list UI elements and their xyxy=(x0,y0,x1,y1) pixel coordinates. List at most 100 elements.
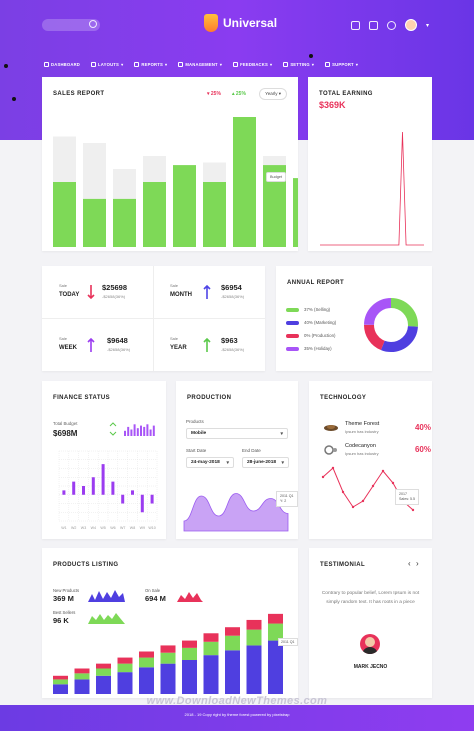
end-date-select[interactable]: 28-june-2018 xyxy=(242,457,289,468)
bar xyxy=(91,477,95,495)
arrow-up-icon xyxy=(203,337,211,352)
annual-report-card: ANNUAL REPORT 37% (Selling) 40% (Marketi… xyxy=(276,266,432,371)
nav-layouts[interactable]: LAYOUTS ▾ xyxy=(91,61,123,67)
earning-line-chart xyxy=(320,131,424,246)
gear-icon xyxy=(283,61,289,67)
line-point xyxy=(351,505,355,509)
technology-line-chart xyxy=(321,466,415,512)
stacked-bar xyxy=(225,650,240,694)
legend-swatch xyxy=(286,307,299,312)
end-date-label: End Date xyxy=(242,448,261,453)
stacked-bar xyxy=(246,619,262,630)
mini-bar xyxy=(152,425,155,436)
stacked-bar xyxy=(53,675,68,680)
tick-label: W4 xyxy=(91,526,96,530)
chart-tooltip: 2017 Sales: 5.5 xyxy=(395,489,419,505)
stacked-bar xyxy=(268,623,283,641)
chart-tooltip: 2011 Q1 Y: 2 xyxy=(276,491,298,507)
stacked-bar xyxy=(225,627,240,636)
feedbacks-icon xyxy=(233,61,239,67)
tech-item-codecanyon[interactable]: Codecanyon Ipsum has industry 60% xyxy=(323,443,433,465)
new-products-value: 369 M xyxy=(53,594,74,603)
prev-button[interactable]: ‹ xyxy=(408,559,411,568)
stacked-bar xyxy=(160,645,176,653)
card-title: PRODUCTION xyxy=(187,395,232,401)
management-icon xyxy=(178,61,184,67)
stacked-bar xyxy=(203,655,219,694)
logo-icon xyxy=(204,14,218,32)
stacked-bar xyxy=(246,645,262,694)
legend-item: 35% (Holiday) xyxy=(286,346,332,351)
stacked-bar xyxy=(74,679,90,694)
bar xyxy=(140,494,144,513)
earning-value: $369K xyxy=(319,100,346,110)
bar xyxy=(233,117,256,247)
search-input[interactable] xyxy=(42,19,100,31)
tick-label: W2 xyxy=(71,526,76,530)
avatar[interactable] xyxy=(404,19,417,31)
stacked-bar xyxy=(160,652,176,664)
stacked-bar xyxy=(182,640,197,648)
divider xyxy=(42,318,265,319)
bar xyxy=(83,198,106,247)
arrow-up-icon xyxy=(203,284,211,299)
area-series xyxy=(183,493,289,532)
chevron-down-icon[interactable]: ▾ xyxy=(425,22,429,29)
products-listing-card: PRODUCTS LISTING New Products 369 M On S… xyxy=(42,548,298,698)
bar xyxy=(101,464,105,495)
stacked-bar xyxy=(74,668,90,674)
tick-label: W7 xyxy=(120,526,125,530)
sales-stats-card: Sale TODAY $25698 -$2658(36%) Sale MONTH… xyxy=(42,266,265,371)
search-icon[interactable] xyxy=(89,20,97,28)
avatar-face xyxy=(365,637,375,647)
sales-bar-chart xyxy=(53,117,298,247)
finance-mini-bars xyxy=(124,424,155,436)
period-select[interactable]: Yearly ▾ xyxy=(259,88,287,100)
stacked-bar xyxy=(203,633,219,642)
legend-swatch xyxy=(286,333,299,338)
stacked-bar xyxy=(139,657,154,668)
card-title: SALES REPORT xyxy=(53,91,105,97)
chart-tooltip: Budget xyxy=(266,172,287,182)
nav-reports[interactable]: REPORTS ▾ xyxy=(134,61,167,67)
bar xyxy=(150,494,154,504)
fullscreen-icon[interactable] xyxy=(350,20,360,30)
nav-dashboard[interactable]: DASHBOARD xyxy=(44,61,80,67)
donut-slice xyxy=(364,298,418,352)
best-sellers-label: Best Sellers xyxy=(53,610,76,615)
support-icon xyxy=(325,61,331,67)
stat-today: Sale TODAY $25698 -$2658(36%) xyxy=(59,283,128,300)
bar xyxy=(111,481,115,495)
dashboard-icon xyxy=(44,61,49,67)
product-sparklines xyxy=(88,590,203,624)
nav-support[interactable]: SUPPORT ▾ xyxy=(325,61,358,67)
next-button[interactable]: › xyxy=(416,559,419,568)
brand-name: Universal xyxy=(223,16,278,30)
mini-bar xyxy=(127,426,130,436)
stacked-bar xyxy=(53,679,68,685)
avatar-body xyxy=(362,647,378,654)
products-select[interactable]: Mobile xyxy=(186,428,288,439)
nav-setting[interactable]: SETTING ▾ xyxy=(283,61,314,67)
stat-month: Sale MONTH $6954 -$2658(36%) xyxy=(170,283,245,299)
line-point xyxy=(341,490,345,494)
mini-bar xyxy=(143,426,146,436)
stacked-bar xyxy=(117,672,133,694)
tick-label: W3 xyxy=(81,526,86,530)
bell-icon[interactable] xyxy=(386,20,396,30)
marker-dot xyxy=(4,64,8,68)
finance-status-card: FINANCE STATUS Total Budget $698M W1 W2 W3… xyxy=(42,381,166,539)
arrow-up-icon xyxy=(87,337,95,352)
language-icon[interactable] xyxy=(368,20,378,30)
stacked-bar xyxy=(139,651,154,658)
mini-bar xyxy=(140,425,142,436)
header-icons: ▾ xyxy=(350,19,429,31)
brand-logo[interactable]: Universal xyxy=(204,14,277,32)
stacked-bar xyxy=(246,629,262,646)
tick-label: W9 xyxy=(140,526,145,530)
line-point xyxy=(371,484,375,488)
tech-item-themeforest[interactable]: Theme Forest Ipsum has industry 40% xyxy=(323,421,433,443)
nav-management[interactable]: MANAGEMENT ▾ xyxy=(178,61,222,67)
start-date-select[interactable]: 24-may-2018 xyxy=(186,457,234,468)
nav-feedbacks[interactable]: FEEDBACKS ▾ xyxy=(233,61,272,67)
